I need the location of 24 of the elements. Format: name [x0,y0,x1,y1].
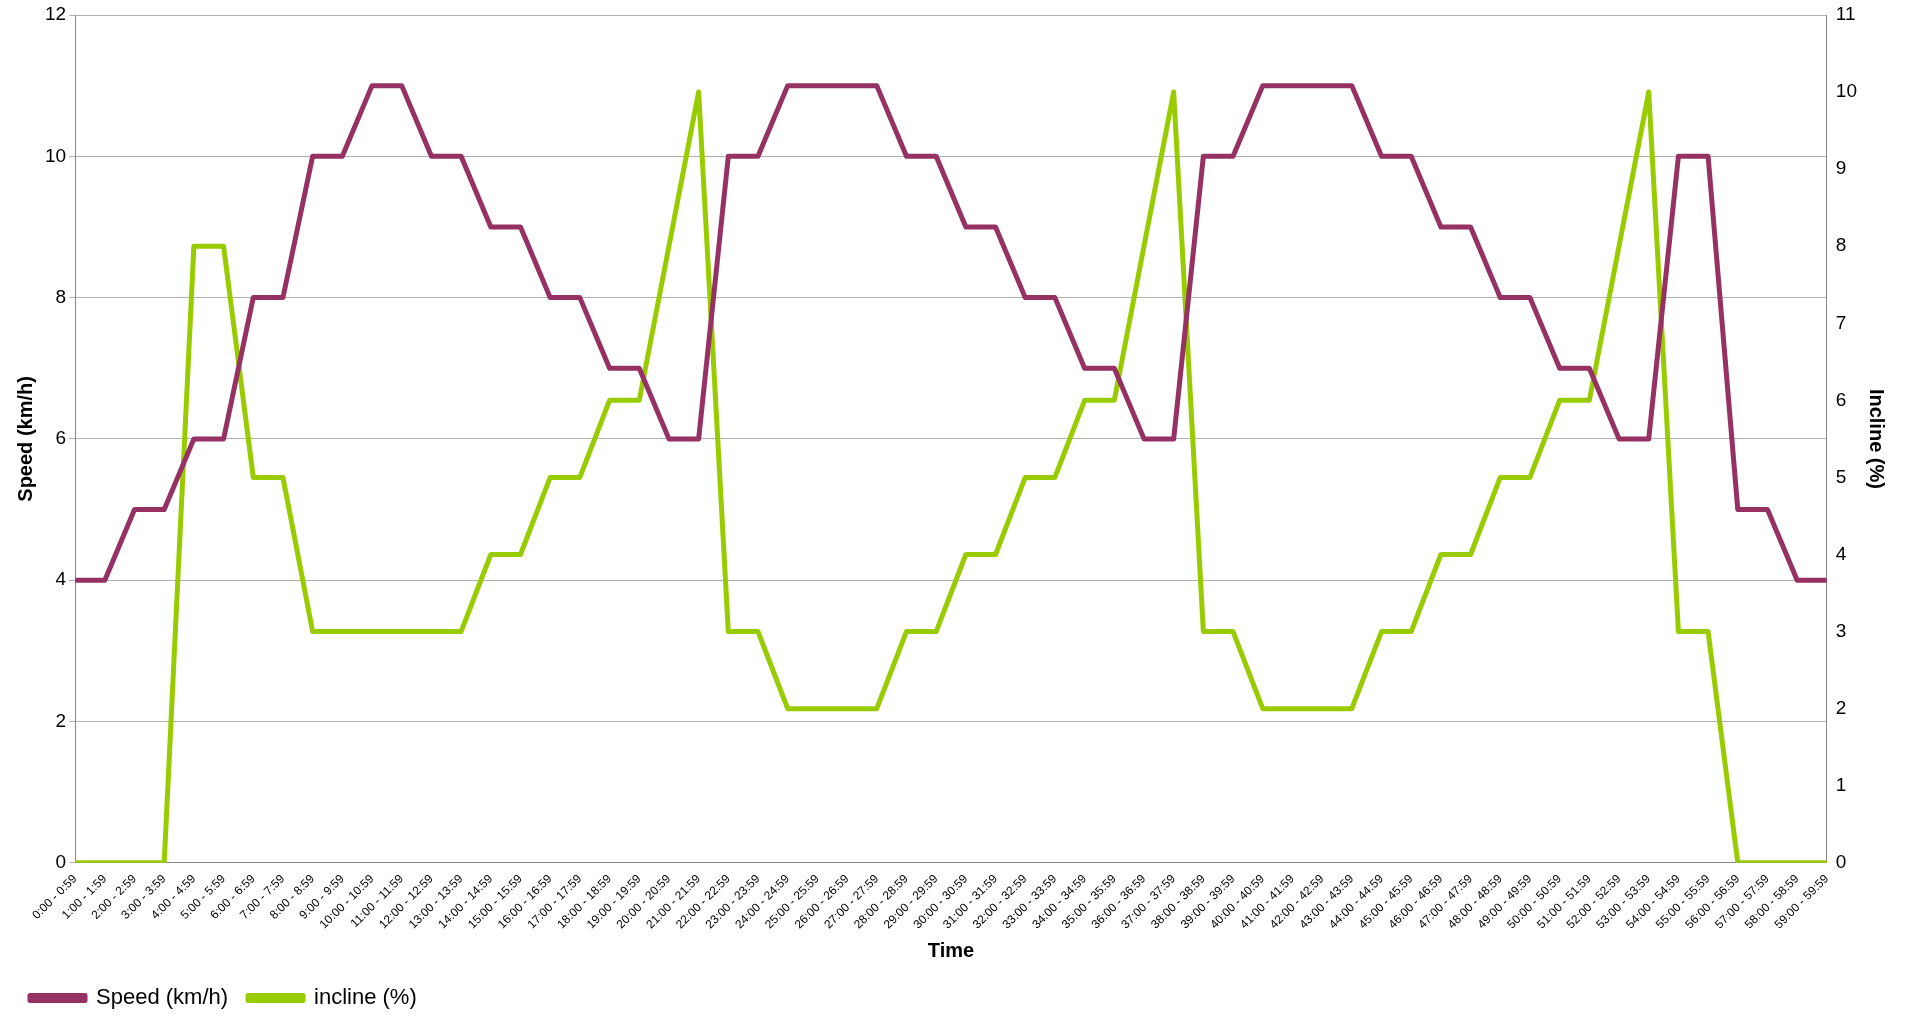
y2-tick-label: 4 [1835,542,1847,564]
x-axis-title: Time [927,938,975,961]
y2-tick-label: 1 [1835,773,1847,795]
y2-tick-label: 5 [1835,465,1847,487]
y2-tick-label: 11 [1835,3,1856,25]
y2-tick-label: 6 [1835,388,1847,410]
y2-tick-label: 2 [1835,696,1847,718]
y-tick-label: 0 [55,851,67,873]
y2-tick-label: 7 [1835,311,1847,333]
y-axis-title: Speed (km/h) [13,376,36,502]
y2-tick-label: 10 [1835,80,1858,102]
y-tick-label: 10 [44,144,67,166]
y2-tick-label: 3 [1835,619,1847,641]
y2-tick-label: 8 [1835,234,1847,256]
y2-tick-label: 9 [1835,157,1847,179]
legend-label: incline (%) [314,984,417,1010]
y-tick-label: 6 [55,427,67,449]
y-tick-label: 2 [55,709,67,731]
y2-axis-title: Incline (%) [1866,388,1889,489]
legend-label: Speed (km/h) [96,984,229,1010]
y-tick-label: 8 [55,285,67,307]
y-tick-label: 12 [44,3,67,25]
y2-tick-label: 0 [1835,851,1847,873]
y-tick-label: 4 [55,568,67,590]
